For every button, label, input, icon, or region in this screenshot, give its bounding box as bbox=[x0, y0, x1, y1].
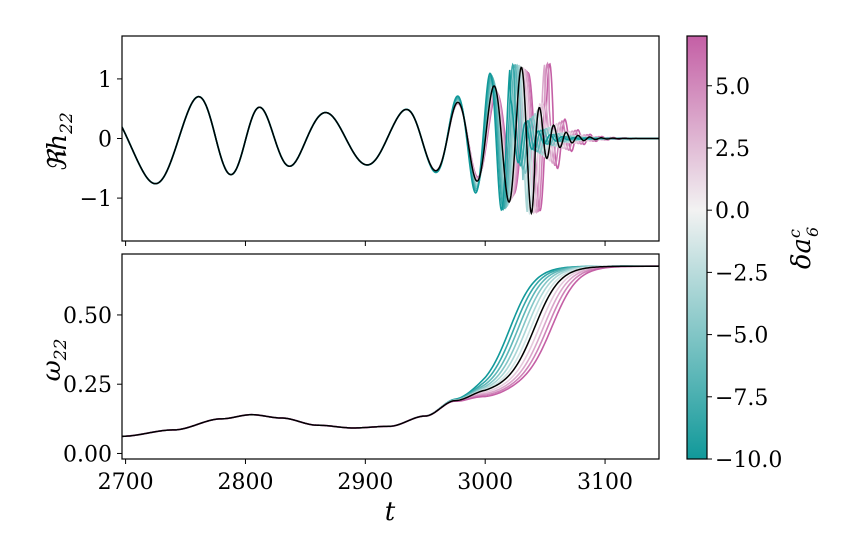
colorbar: 5.0 2.5 0.0 −2.5 −5.0 −7.5 −10.0 δac6 bbox=[686, 35, 822, 473]
frequency-curve-variant bbox=[122, 265, 659, 438]
frequency-y-tick-label: 0.50 bbox=[63, 304, 112, 329]
frequency-x-ticks: 2700 2800 2900 3000 3100 bbox=[98, 459, 633, 495]
x-tick-label: 2700 bbox=[98, 470, 154, 495]
colorbar-tick-label: −2.5 bbox=[715, 261, 768, 286]
x-tick-label: 2900 bbox=[337, 470, 393, 495]
frequency-panel-frame bbox=[121, 253, 660, 460]
frequency-curve-variant bbox=[122, 265, 659, 438]
x-tick-label: 3100 bbox=[577, 470, 633, 495]
frequency-y-tick-label: 0.00 bbox=[63, 442, 112, 467]
frequency-y-ticks: 0.50 0.25 0.00 bbox=[63, 304, 122, 467]
strain-curve-reference bbox=[122, 66, 659, 216]
frequency-curve-variant bbox=[122, 265, 659, 438]
strain-curves bbox=[122, 61, 659, 216]
colorbar-tick-label: −7.5 bbox=[715, 386, 768, 411]
colorbar-tick-label: −10.0 bbox=[715, 448, 782, 473]
frequency-curves bbox=[122, 265, 659, 438]
frequency-curve-variant bbox=[122, 265, 659, 438]
frequency-y-tick-label: 0.25 bbox=[63, 373, 112, 398]
colorbar-ticks: 5.0 2.5 0.0 −2.5 −5.0 −7.5 −10.0 bbox=[707, 75, 782, 473]
colorbar-label: δac6 bbox=[785, 227, 822, 269]
strain-y-tick-label: 1 bbox=[98, 68, 112, 93]
x-axis-label: t bbox=[385, 497, 396, 527]
frequency-curve-variant bbox=[122, 265, 659, 438]
frequency-curve-variant bbox=[122, 265, 659, 438]
strain-y-tick-label: 0 bbox=[98, 128, 112, 153]
frequency-panel: 0.50 0.25 0.00 2700 2800 2900 3000 3100 ω22 t bbox=[37, 253, 660, 527]
frequency-curve-variant bbox=[122, 265, 659, 438]
colorbar-tick-label: −5.0 bbox=[715, 324, 768, 349]
x-tick-label: 3000 bbox=[457, 470, 513, 495]
strain-panel: 1 0 −1 ℜh22 bbox=[43, 35, 660, 246]
strain-x-ticks bbox=[125, 241, 606, 246]
frequency-curve-variant bbox=[122, 265, 659, 438]
frequency-curve-variant bbox=[122, 265, 659, 438]
x-tick-label: 2800 bbox=[217, 470, 273, 495]
frequency-curve-variant bbox=[122, 265, 659, 438]
frequency-curve-reference bbox=[122, 265, 659, 438]
strain-y-ticks: 1 0 −1 bbox=[80, 68, 122, 212]
frequency-curve-variant bbox=[122, 265, 659, 438]
colorbar-gradient bbox=[686, 35, 708, 460]
frequency-y-label: ω22 bbox=[37, 339, 71, 382]
colorbar-tick-label: 0.0 bbox=[715, 199, 750, 224]
colorbar-tick-label: 5.0 bbox=[715, 75, 750, 100]
strain-y-tick-label: −1 bbox=[80, 187, 112, 212]
colorbar-tick-label: 2.5 bbox=[715, 137, 750, 162]
strain-y-label: ℜh22 bbox=[43, 112, 77, 172]
